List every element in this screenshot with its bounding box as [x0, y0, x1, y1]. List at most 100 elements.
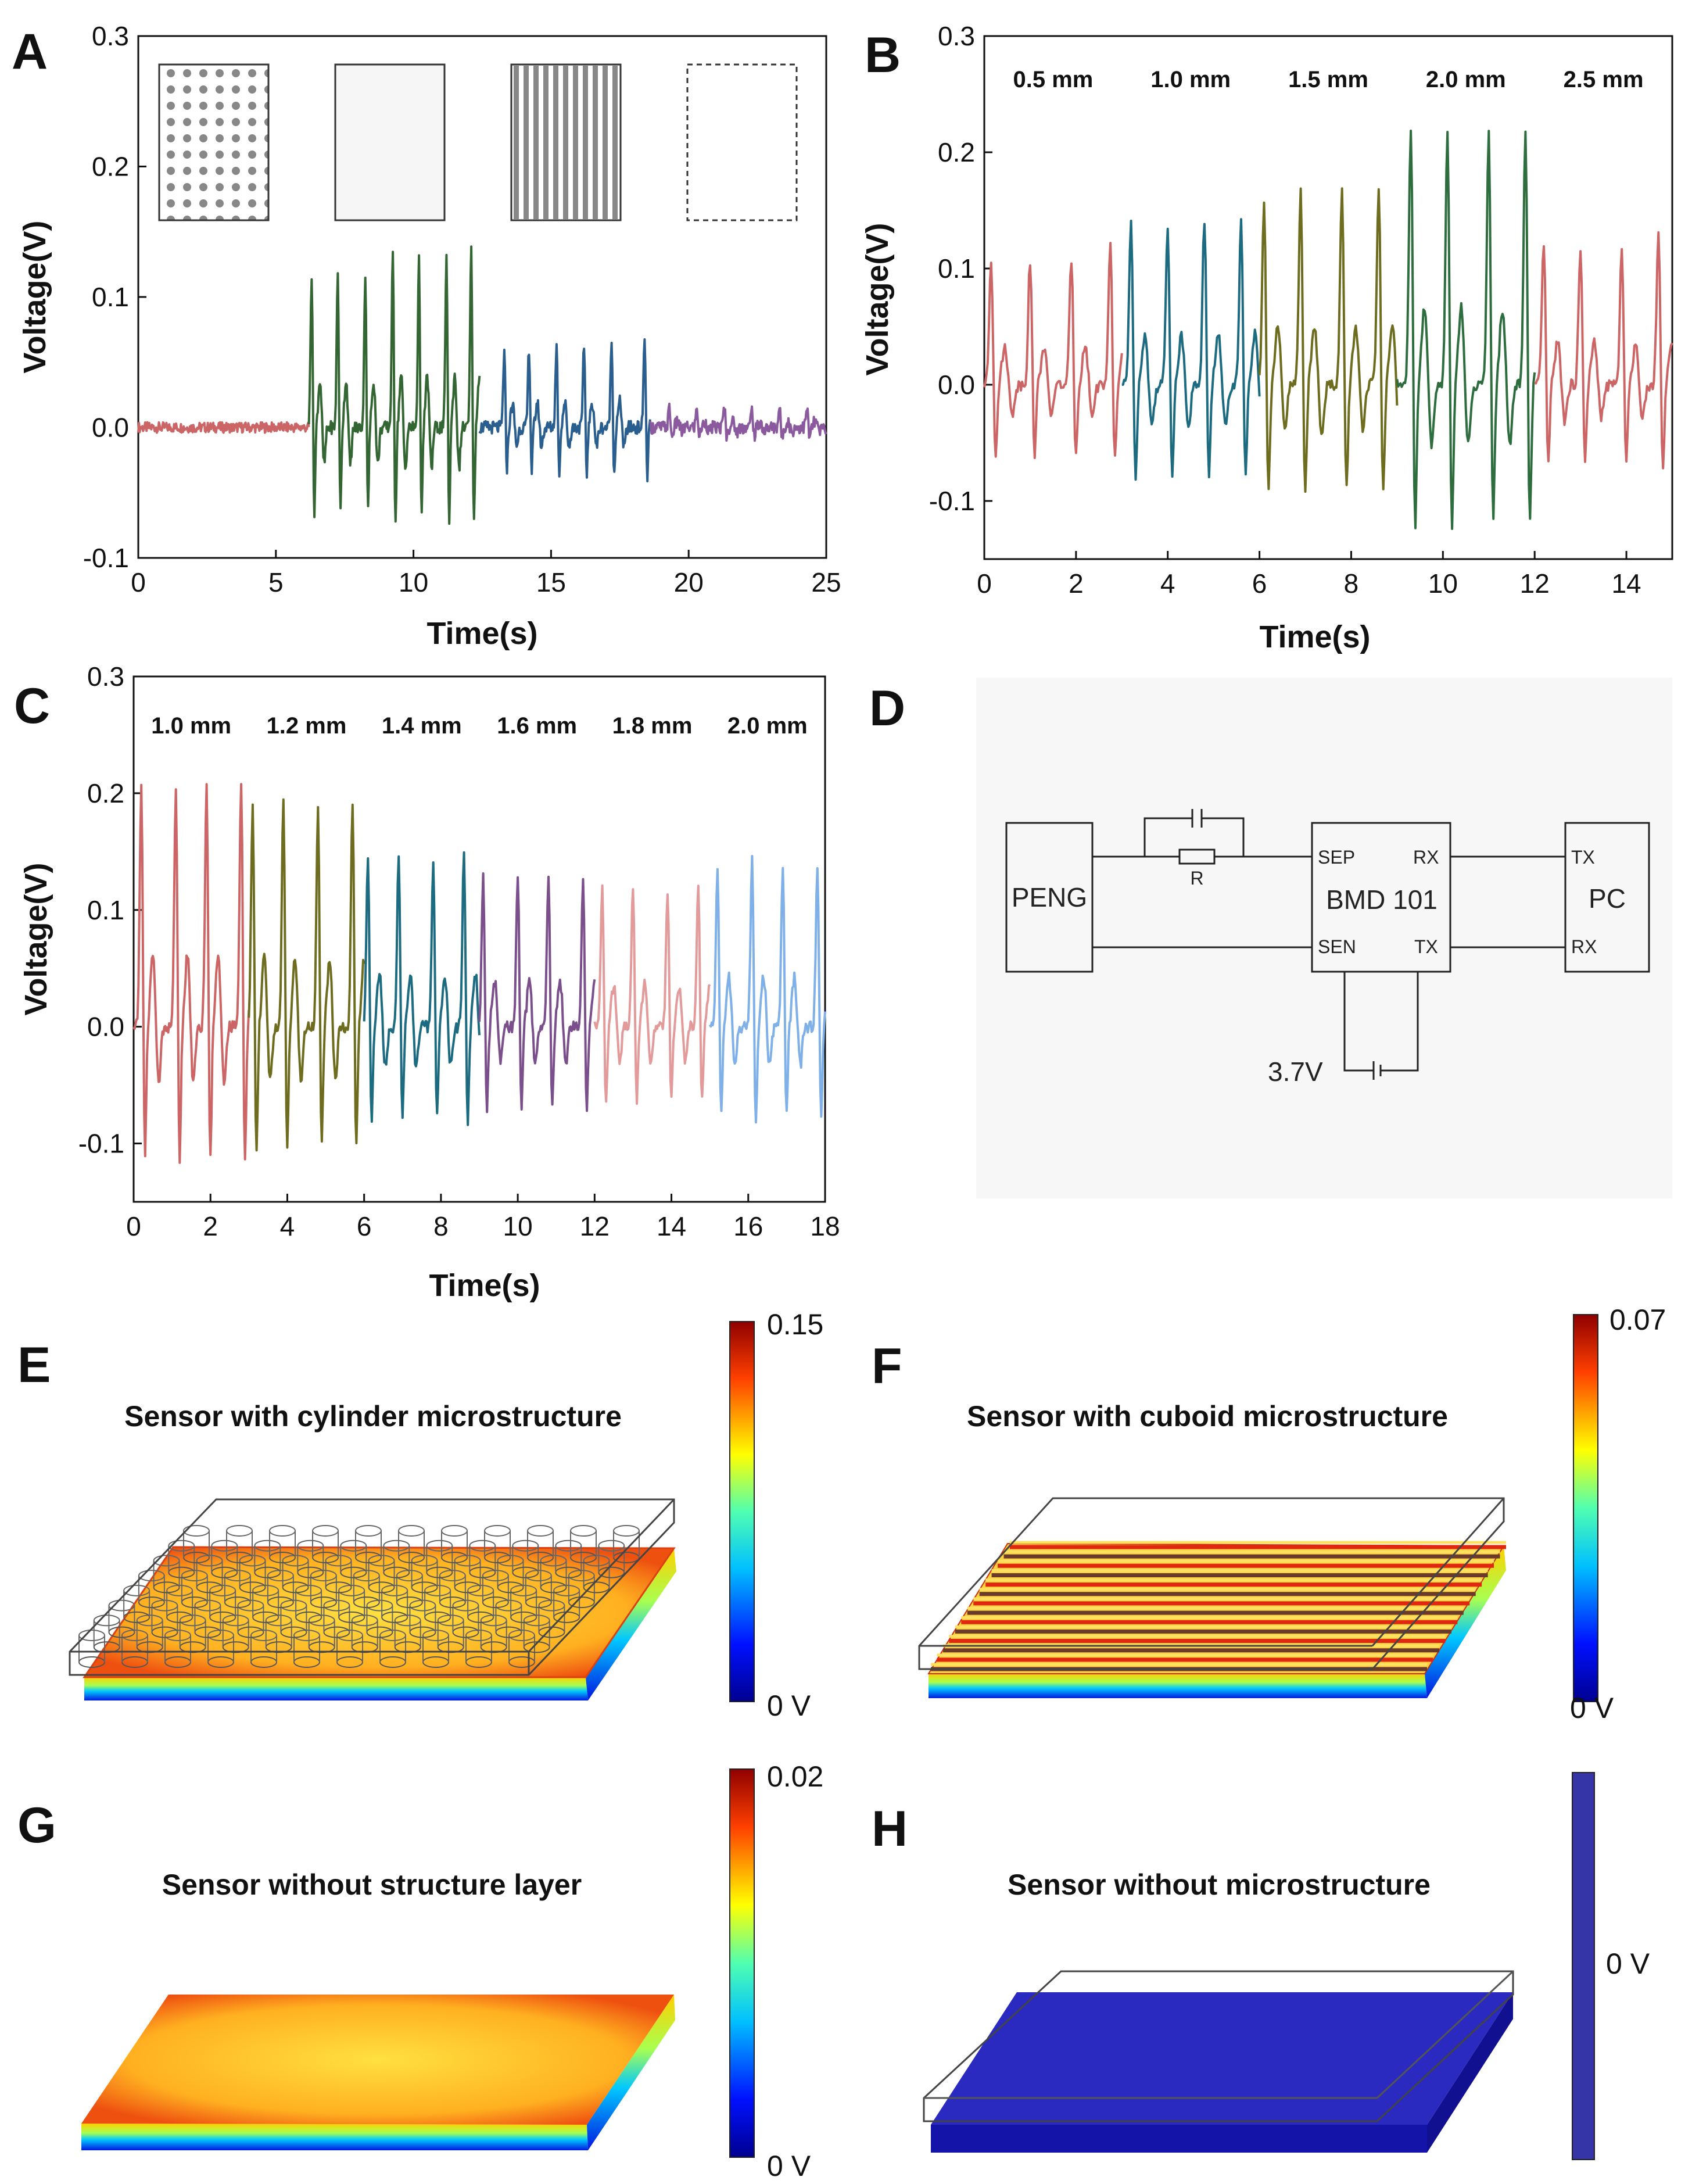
colorbar — [729, 1768, 755, 2158]
x-tick-label: 8 — [433, 1211, 449, 1241]
wire — [1343, 972, 1374, 1072]
series-line-4 — [649, 402, 827, 442]
chip-box — [1311, 822, 1451, 973]
colorbar — [1573, 1314, 1598, 1702]
y-tick-label: -0.1 — [78, 1129, 124, 1159]
panel-label-b: B — [865, 27, 901, 83]
annotation-label: 1.8 mm — [612, 713, 693, 739]
plot-frame — [132, 675, 826, 1203]
sensor-3d-model — [81, 1995, 675, 2150]
signal-traces — [137, 245, 827, 525]
x-tick-label: 10 — [1428, 568, 1458, 599]
panel-c: C 0 2 4 6 8 10 12 14 16 18 -0.1 0.0 0.1 0.2 0.3 1.0 mm… — [14, 661, 840, 1303]
colorbar-min: 0 V — [767, 1689, 811, 1722]
series-line-5 — [593, 884, 711, 1105]
colorbar-min: 0 V — [767, 2150, 811, 2182]
x-tick-label: 8 — [1344, 568, 1359, 599]
resistor — [1178, 848, 1216, 865]
x-axis-label: Time(s) — [429, 1268, 540, 1303]
y-tick-label: 0.3 — [938, 21, 975, 51]
x-tick-label: 14 — [1611, 568, 1641, 599]
y-tick-label: -0.1 — [83, 543, 129, 573]
panel-d-circuit: D PENG R BMD 101 SEP SEN RX — [869, 678, 1672, 1198]
x-tick-label: 4 — [1160, 568, 1175, 599]
y-tick-label: 0.1 — [87, 895, 124, 925]
annotation-label: 1.6 mm — [497, 713, 577, 739]
panel-h-simulation: H Sensor without microstructure 0 V — [872, 1772, 1650, 2160]
axis-ticks: 0 2 4 6 8 10 12 14 16 18 -0.1 0.0 0.1 0.2 0.3 — [78, 661, 840, 1241]
panel-g-simulation: G Sensor without structure layer 0.02 0 … — [17, 1760, 823, 2182]
pin-sep: SEP — [1318, 847, 1355, 868]
series-line-3 — [363, 851, 481, 1126]
y-tick-label: 0.2 — [92, 152, 129, 182]
x-tick-label: 12 — [580, 1211, 610, 1241]
series-line-4 — [478, 872, 596, 1114]
y-tick-label: -0.1 — [929, 486, 975, 516]
inset-cuboid-stripes — [510, 63, 622, 221]
x-tick-label: 18 — [810, 1211, 840, 1241]
sensor-3d-model — [923, 1970, 1514, 2153]
x-tick-label: 2 — [203, 1211, 218, 1241]
pin-pc-tx: TX — [1571, 847, 1595, 868]
annotation-label: 1.0 mm — [1150, 67, 1231, 92]
simulation-title: Sensor with cuboid microstructure — [967, 1400, 1448, 1433]
sensor-3d-model — [69, 1498, 676, 1700]
simulation-title: Sensor without structure layer — [162, 1868, 582, 1901]
series-line-3 — [478, 338, 651, 482]
wire — [1381, 972, 1419, 1072]
pin-chip-rx: RX — [1413, 847, 1439, 868]
panel-label-d: D — [869, 681, 905, 736]
panel-label-a: A — [12, 24, 48, 80]
pc-box — [1564, 822, 1650, 973]
annotation-label: 2.5 mm — [1564, 67, 1644, 92]
y-tick-label: 0.0 — [87, 1012, 124, 1042]
signal-traces — [983, 130, 1673, 530]
peng-label: PENG — [1012, 882, 1087, 912]
colorbar-max: 0.07 — [1609, 1304, 1666, 1336]
y-axis-label: Voltage(V) — [17, 220, 52, 373]
panel-label-f: F — [872, 1338, 902, 1394]
series-line-5 — [1534, 231, 1673, 470]
y-tick-label: 0.2 — [938, 137, 975, 167]
x-tick-label: 0 — [131, 567, 146, 597]
x-axis-label: Time(s) — [1259, 620, 1370, 654]
panel-label-h: H — [872, 1801, 908, 1857]
y-tick-label: 0.0 — [92, 413, 129, 443]
chip-label: BMD 101 — [1326, 885, 1438, 915]
annotation-label: 1.2 mm — [267, 713, 347, 739]
series-line-1 — [983, 242, 1123, 459]
pin-chip-tx: TX — [1414, 936, 1438, 957]
x-tick-label: 5 — [268, 567, 284, 597]
x-tick-label: 4 — [280, 1211, 295, 1241]
sensor-3d-model — [918, 1497, 1506, 1698]
colorbar — [729, 1321, 755, 1702]
panel-label-c: C — [14, 678, 50, 734]
panel-b: B 0 2 4 6 8 10 12 14 -0.1 0.0 0.1 0.2 0.3 0.5 mm 1.0 … — [860, 21, 1673, 654]
colorbar-max: 0.02 — [767, 1760, 823, 1793]
pc-label: PC — [1589, 883, 1626, 914]
colorbar-label: 0 V — [1606, 1947, 1650, 1980]
annotation-label: 1.0 mm — [151, 713, 231, 739]
x-axis-label: Time(s) — [426, 616, 537, 651]
x-tick-label: 0 — [977, 568, 992, 599]
x-tick-label: 25 — [811, 567, 841, 597]
x-tick-label: 12 — [1520, 568, 1550, 599]
panel-a: A 0 5 10 15 20 25-0.10.00.10.20.3 Voltage(V) … — [12, 21, 841, 651]
plot-frame — [983, 35, 1673, 560]
annotation-label: 1.5 mm — [1288, 67, 1368, 92]
x-tick-label: 0 — [126, 1211, 141, 1241]
pin-pc-rx: RX — [1571, 936, 1597, 957]
x-tick-label: 15 — [536, 567, 566, 597]
colorbar-min: 0 V — [1570, 1692, 1614, 1724]
series-line-1 — [132, 783, 250, 1164]
colorbar — [1572, 1772, 1595, 2160]
annotations: 0.5 mm 1.0 mm 1.5 mm 2.0 mm 2.5 mm — [1013, 67, 1643, 92]
y-tick-label: 0.1 — [938, 253, 975, 284]
signal-traces — [132, 783, 826, 1164]
panel-label-g: G — [17, 1798, 56, 1853]
inset-no-layer — [686, 63, 798, 221]
axis-ticks: 0 5 10 15 20 25 -0.1 0.0 0.1 0.2 0.3 — [83, 21, 841, 597]
colorbar-max: 0.15 — [767, 1308, 823, 1341]
annotation-label: 0.5 mm — [1013, 67, 1093, 92]
